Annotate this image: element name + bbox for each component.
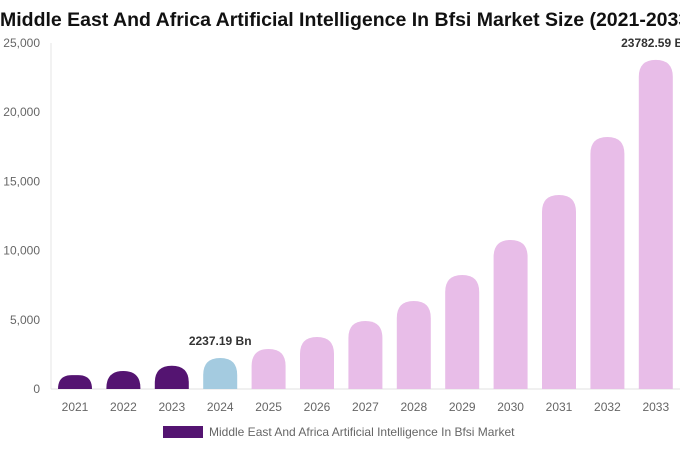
bar-2030	[493, 239, 528, 389]
bar-2021	[58, 375, 92, 389]
legend-label: Middle East And Africa Artificial Intell…	[209, 425, 515, 439]
bar-2022	[106, 371, 141, 389]
x-tick-label: 2026	[304, 400, 331, 414]
chart-title: Middle East And Africa Artificial Intell…	[0, 9, 680, 31]
x-tick-label: 2027	[352, 400, 379, 414]
x-tick-label: 2033	[642, 400, 669, 414]
legend-swatch	[163, 426, 203, 438]
bar-2026	[300, 336, 334, 389]
y-tick-label: 25,000	[3, 36, 40, 50]
x-tick-label: 2023	[158, 400, 185, 414]
x-tick-label: 2030	[497, 400, 524, 414]
bar-2025	[251, 349, 286, 389]
bar-2029	[445, 274, 480, 389]
data-label: 2237.19 Bn	[189, 334, 252, 348]
y-tick-label: 0	[33, 382, 40, 396]
bar-2033	[638, 59, 673, 390]
x-tick-label: 2021	[62, 400, 89, 414]
bar-2032	[590, 136, 625, 389]
data-label: 23782.59 Bn	[621, 36, 680, 50]
x-tick-label: 2029	[449, 400, 476, 414]
bar-2023	[154, 365, 189, 389]
x-tick-label: 2025	[255, 400, 282, 414]
x-tick-label: 2028	[400, 400, 427, 414]
y-tick-label: 20,000	[3, 105, 40, 119]
y-tick-label: 10,000	[3, 244, 40, 258]
x-tick-label: 2032	[594, 400, 621, 414]
legend: Middle East And Africa Artificial Intell…	[163, 425, 514, 439]
x-tick-label: 2024	[207, 400, 234, 414]
y-tick-label: 5,000	[10, 313, 40, 327]
bar-2031	[542, 194, 576, 389]
bar-2024	[203, 358, 238, 389]
y-tick-label: 15,000	[3, 174, 40, 188]
bar-2028	[396, 300, 431, 389]
bar-2027	[348, 321, 383, 389]
x-tick-label: 2031	[546, 400, 573, 414]
x-tick-label: 2022	[110, 400, 137, 414]
